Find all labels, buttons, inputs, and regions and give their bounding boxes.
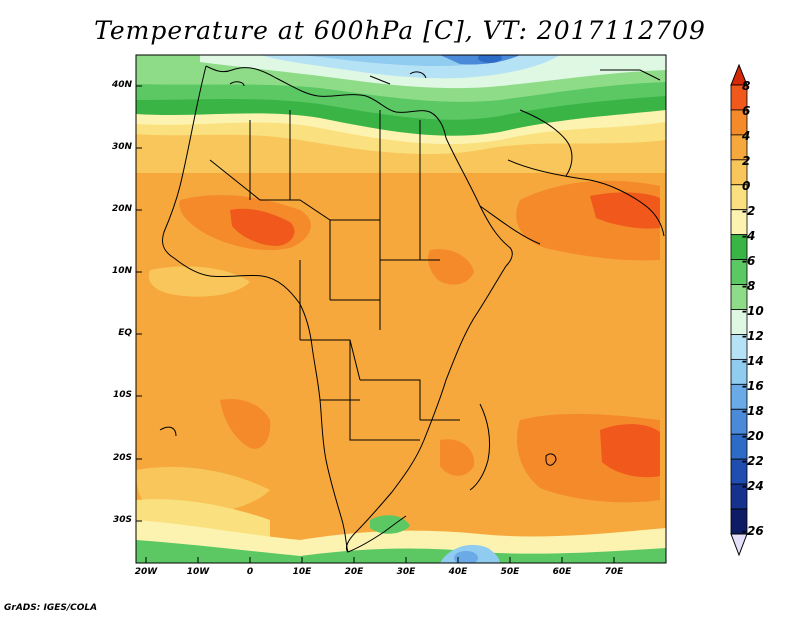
colorbar-label: 6	[742, 104, 751, 118]
lat-label: 30S	[112, 515, 132, 525]
colorbar-label: -26	[742, 524, 764, 538]
colorbar-label: -14	[742, 354, 764, 368]
colorbar-label: -12	[742, 329, 764, 343]
grads-credit: GrADS: IGES/COLA	[4, 603, 98, 613]
colorbar-label: -18	[742, 404, 764, 418]
lat-label: EQ	[118, 328, 132, 338]
colorbar-label: -4	[742, 229, 756, 243]
lat-label: 30N	[111, 142, 132, 152]
lon-label: 70E	[604, 567, 624, 577]
colorbar-label: 8	[742, 79, 751, 93]
lat-label: 20N	[111, 204, 132, 214]
axis-ticks	[136, 85, 615, 563]
temperature-field	[136, 55, 666, 563]
colorbar	[730, 63, 748, 557]
colorbar-label: -22	[742, 454, 764, 468]
colorbar-label: -6	[742, 254, 756, 268]
colorbar-label: -10	[742, 304, 764, 318]
colorbar-label: 0	[742, 179, 751, 193]
lon-label: 20E	[344, 567, 364, 577]
colorbar-bottom-arrow	[730, 533, 748, 557]
lat-label: 10N	[111, 266, 132, 276]
coastlines	[159, 65, 665, 553]
colorbar-label: -24	[742, 479, 764, 493]
colorbar-label: -8	[742, 279, 756, 293]
colorbar-label: 4	[742, 129, 751, 143]
lon-label: 0	[246, 567, 254, 577]
lat-label: 10S	[112, 390, 132, 400]
colorbar-label: 2	[742, 154, 751, 168]
lon-label: 20W	[134, 567, 158, 577]
map-frame	[135, 54, 667, 564]
lon-label: 30E	[396, 567, 416, 577]
lon-label: 50E	[500, 567, 520, 577]
colorbar-label: -2	[742, 204, 756, 218]
lon-label: 40E	[448, 567, 468, 577]
colorbar-label: -20	[742, 429, 764, 443]
lon-label: 10E	[292, 567, 312, 577]
lat-label: 20S	[112, 453, 132, 463]
colorbar-label: -16	[742, 379, 764, 393]
lon-label: 10W	[186, 567, 210, 577]
lat-label: 40N	[111, 80, 132, 90]
map-title: Temperature at 600hPa [C], VT: 201711270…	[94, 16, 706, 45]
lon-label: 60E	[552, 567, 572, 577]
